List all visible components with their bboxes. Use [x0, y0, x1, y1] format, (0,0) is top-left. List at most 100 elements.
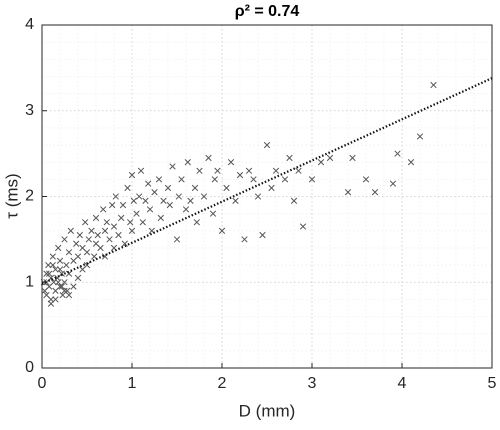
scatter-point	[157, 214, 164, 222]
scatter-point	[49, 261, 56, 269]
scatter-point	[97, 244, 104, 252]
y-tick-label: 2	[25, 188, 34, 205]
scatter-point	[371, 189, 379, 196]
scatter-point	[101, 227, 109, 234]
scatter-point	[272, 167, 280, 174]
scatter-point	[65, 249, 73, 256]
scatter-point	[227, 159, 235, 166]
y-axis-label: τ (ms)	[2, 173, 21, 218]
scatter-point	[211, 176, 218, 183]
x-tick-label: 1	[128, 375, 137, 392]
scatter-point	[109, 201, 116, 209]
scatter-point	[218, 227, 226, 234]
chart-title: ρ² = 0.74	[235, 3, 300, 20]
scatter-point	[40, 279, 47, 286]
scatter-point	[416, 133, 424, 140]
scatter-point	[128, 171, 136, 179]
scatter-point	[326, 154, 334, 162]
scatter-point	[259, 231, 266, 239]
scatter-point	[245, 167, 253, 174]
scatter-point	[76, 231, 83, 239]
x-axis-label: D (mm)	[239, 401, 296, 420]
scatter-point	[73, 240, 80, 247]
scatter-point	[121, 240, 128, 247]
scatter-point	[106, 236, 113, 243]
scatter-point	[178, 176, 185, 183]
scatter-point	[175, 193, 182, 200]
scatter-point	[94, 231, 101, 239]
scatter-point	[118, 214, 125, 222]
scatter-point	[52, 266, 59, 273]
scatter-point	[92, 214, 100, 222]
scatter-point	[82, 219, 89, 226]
scatter-point	[58, 270, 65, 277]
scatter-point	[61, 279, 68, 286]
scatter-point	[184, 159, 191, 166]
scatter-point	[137, 167, 145, 174]
x-tick-label: 5	[488, 375, 497, 392]
scatter-point	[58, 283, 65, 290]
scatter-point	[196, 167, 203, 174]
scatter-point	[205, 154, 212, 162]
scatter-point	[67, 227, 74, 234]
plot-frame	[41, 24, 493, 369]
scatter-point	[407, 159, 415, 166]
scatter-point	[182, 206, 190, 213]
scatter-point	[236, 171, 244, 179]
scatter-point	[187, 197, 194, 204]
scatter-point	[166, 201, 173, 209]
scatter-point	[299, 223, 307, 230]
scatter-point	[169, 163, 176, 170]
scatter-point	[317, 159, 325, 166]
scatter-point	[127, 219, 134, 226]
scatter-point	[263, 141, 271, 149]
scatter-point	[290, 197, 298, 204]
scatter-point	[344, 189, 352, 196]
scatter-point	[254, 193, 262, 200]
scatter-point	[56, 257, 64, 264]
scatter-point	[65, 291, 73, 299]
y-tick-label: 1	[25, 273, 34, 290]
scatter-point	[61, 236, 68, 243]
y-tick-label: 0	[25, 359, 34, 376]
scatter-point	[64, 287, 71, 294]
y-tick-label: 4	[25, 16, 34, 33]
y-tick-label: 3	[25, 102, 34, 119]
scatter-point	[308, 176, 316, 183]
scatter-point	[46, 270, 53, 277]
scatter-point	[142, 197, 149, 204]
scatter-point	[155, 176, 163, 183]
scatter-point	[74, 274, 82, 282]
scatter-point	[200, 193, 208, 200]
scatter-point	[119, 201, 127, 209]
scatter-point	[349, 154, 356, 162]
scatter-point	[193, 219, 200, 226]
scatter-point	[65, 270, 73, 277]
scatter-point	[268, 184, 275, 192]
scatter-point	[145, 180, 152, 187]
scatter-point	[63, 261, 70, 269]
scatter-point	[214, 167, 221, 174]
scatter-point	[83, 249, 91, 256]
x-tick-label: 0	[38, 375, 47, 392]
scatter-point	[173, 236, 181, 243]
scatter-point	[133, 210, 140, 217]
scatter-point	[45, 261, 52, 269]
scatter-point	[124, 184, 131, 192]
x-tick-label: 2	[218, 375, 227, 392]
scatter-point	[160, 197, 167, 204]
scatter-point	[136, 193, 143, 200]
scatter-point	[115, 231, 122, 239]
scatter-point	[70, 283, 77, 290]
scatter-point	[139, 219, 146, 226]
scatter-point	[241, 236, 248, 243]
scatter-point	[146, 206, 154, 213]
scatter-point	[430, 81, 437, 89]
scatter-point	[100, 206, 107, 213]
scatter-point	[281, 176, 289, 183]
scatter-point	[83, 261, 91, 269]
scatter-point	[362, 176, 370, 183]
scatter-point	[103, 219, 110, 226]
x-tick-label: 3	[308, 375, 317, 392]
